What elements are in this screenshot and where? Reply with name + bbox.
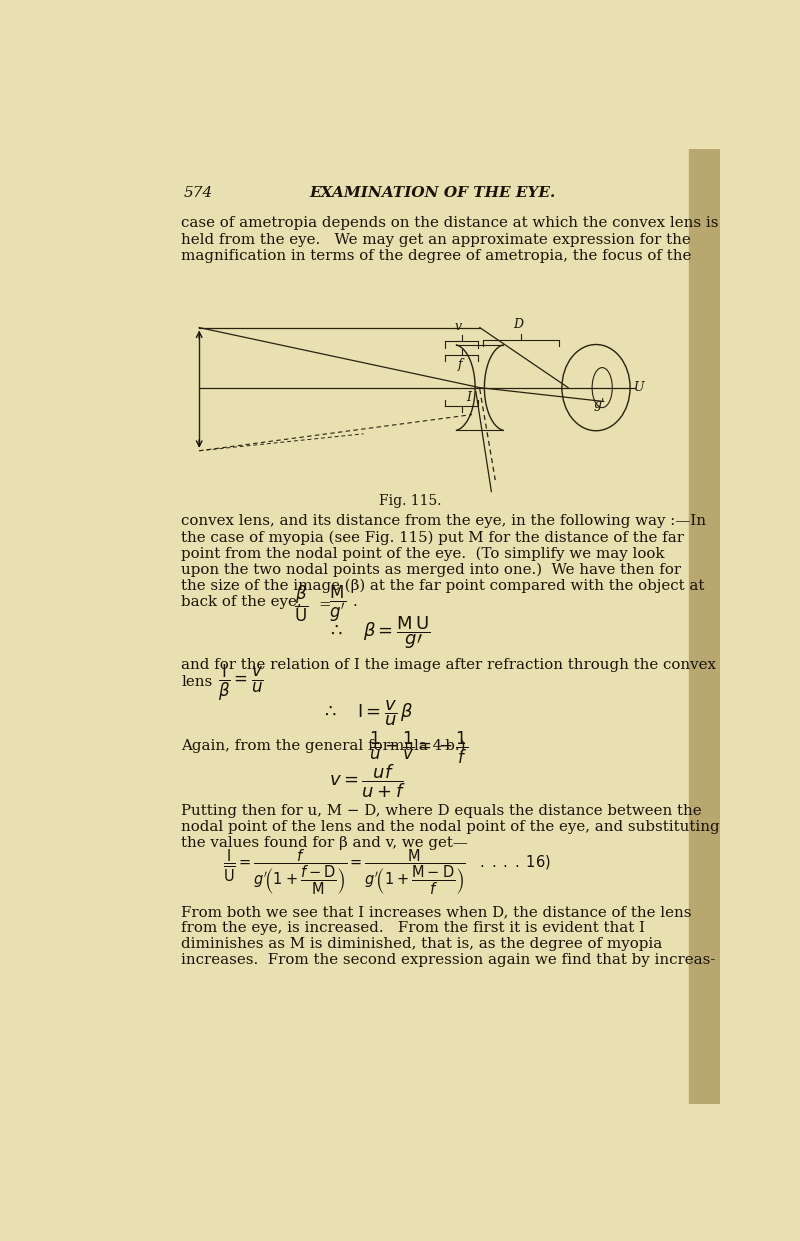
Text: D: D [513,319,522,331]
Text: point from the nodal point of the eye.  (To simplify we may look: point from the nodal point of the eye. (… [182,546,665,561]
Text: nodal point of the lens and the nodal point of the eye, and substituting: nodal point of the lens and the nodal po… [182,820,720,834]
Text: $\dfrac{\mathrm{I}}{\overline{\mathrm{U}}} = \dfrac{f}{g^{\prime}\!\left(1 + \df: $\dfrac{\mathrm{I}}{\overline{\mathrm{U}… [223,848,550,897]
Text: $\dfrac{\beta}{\mathrm{U}}$: $\dfrac{\beta}{\mathrm{U}}$ [294,583,308,624]
Text: U: U [634,381,645,393]
Text: $\dfrac{\mathrm{I}}{\beta} = \dfrac{v}{u}$: $\dfrac{\mathrm{I}}{\beta} = \dfrac{v}{u… [218,663,263,704]
Text: increases.  From the second expression again we find that by increas-: increases. From the second expression ag… [182,953,716,967]
Text: convex lens, and its distance from the eye, in the following way :—In: convex lens, and its distance from the e… [182,515,706,529]
Text: and for the relation of I the image after refraction through the convex: and for the relation of I the image afte… [182,659,716,673]
Text: From both we see that I increases when D, the distance of the lens: From both we see that I increases when D… [182,905,692,918]
Text: Putting then for u, M − D, where D equals the distance between the: Putting then for u, M − D, where D equal… [182,804,702,818]
Text: upon the two nodal points as merged into one.)  We have then for: upon the two nodal points as merged into… [182,562,682,577]
Text: diminishes as M is diminished, that is, as the degree of myopia: diminishes as M is diminished, that is, … [182,937,662,951]
Text: Fig. 115.: Fig. 115. [378,494,442,508]
Text: the case of myopia (see Fig. 115) put M for the distance of the far: the case of myopia (see Fig. 115) put M … [182,530,684,545]
Text: =: = [318,598,331,613]
Text: 574: 574 [184,186,213,200]
Text: case of ametropia depends on the distance at which the convex lens is: case of ametropia depends on the distanc… [182,216,719,231]
Text: the values found for β and v, we get—: the values found for β and v, we get— [182,836,468,850]
Text: f: f [458,359,462,371]
Text: v: v [455,320,462,333]
Text: held from the eye.   We may get an approximate expression for the: held from the eye. We may get an approxi… [182,232,691,247]
Text: $\dfrac{1}{u} - \dfrac{1}{v} = -\dfrac{1}{f}$: $\dfrac{1}{u} - \dfrac{1}{v} = -\dfrac{1… [369,730,468,766]
Text: from the eye, is increased.   From the first it is evident that I: from the eye, is increased. From the fir… [182,921,646,934]
Text: $\dfrac{\mathrm{M}}{g'}$: $\dfrac{\mathrm{M}}{g'}$ [330,583,346,624]
Text: Again, from the general formula 4 b.): Again, from the general formula 4 b.) [182,738,466,753]
Bar [689,149,720,1104]
Text: lens: lens [182,675,213,689]
Text: $v = \dfrac{uf}{u+f}$: $v = \dfrac{uf}{u+f}$ [329,762,406,800]
Text: magnification in terms of the degree of ametropia, the focus of the: magnification in terms of the degree of … [182,248,692,263]
Text: $\therefore\quad\beta = \dfrac{\mathrm{M}\,\mathrm{U}}{g\prime}$: $\therefore\quad\beta = \dfrac{\mathrm{M… [327,614,430,650]
Text: .: . [353,596,358,609]
Text: g': g' [594,397,605,411]
Text: $\therefore\quad\mathrm{I} = \dfrac{v}{u}\,\beta$: $\therefore\quad\mathrm{I} = \dfrac{v}{u… [321,699,414,728]
Text: the size of the image (β) at the far point compared with the object at: the size of the image (β) at the far poi… [182,578,705,593]
Text: back of the eye,: back of the eye, [182,596,302,609]
Text: I: I [466,391,470,405]
Text: EXAMINATION OF THE EYE.: EXAMINATION OF THE EYE. [310,186,555,200]
